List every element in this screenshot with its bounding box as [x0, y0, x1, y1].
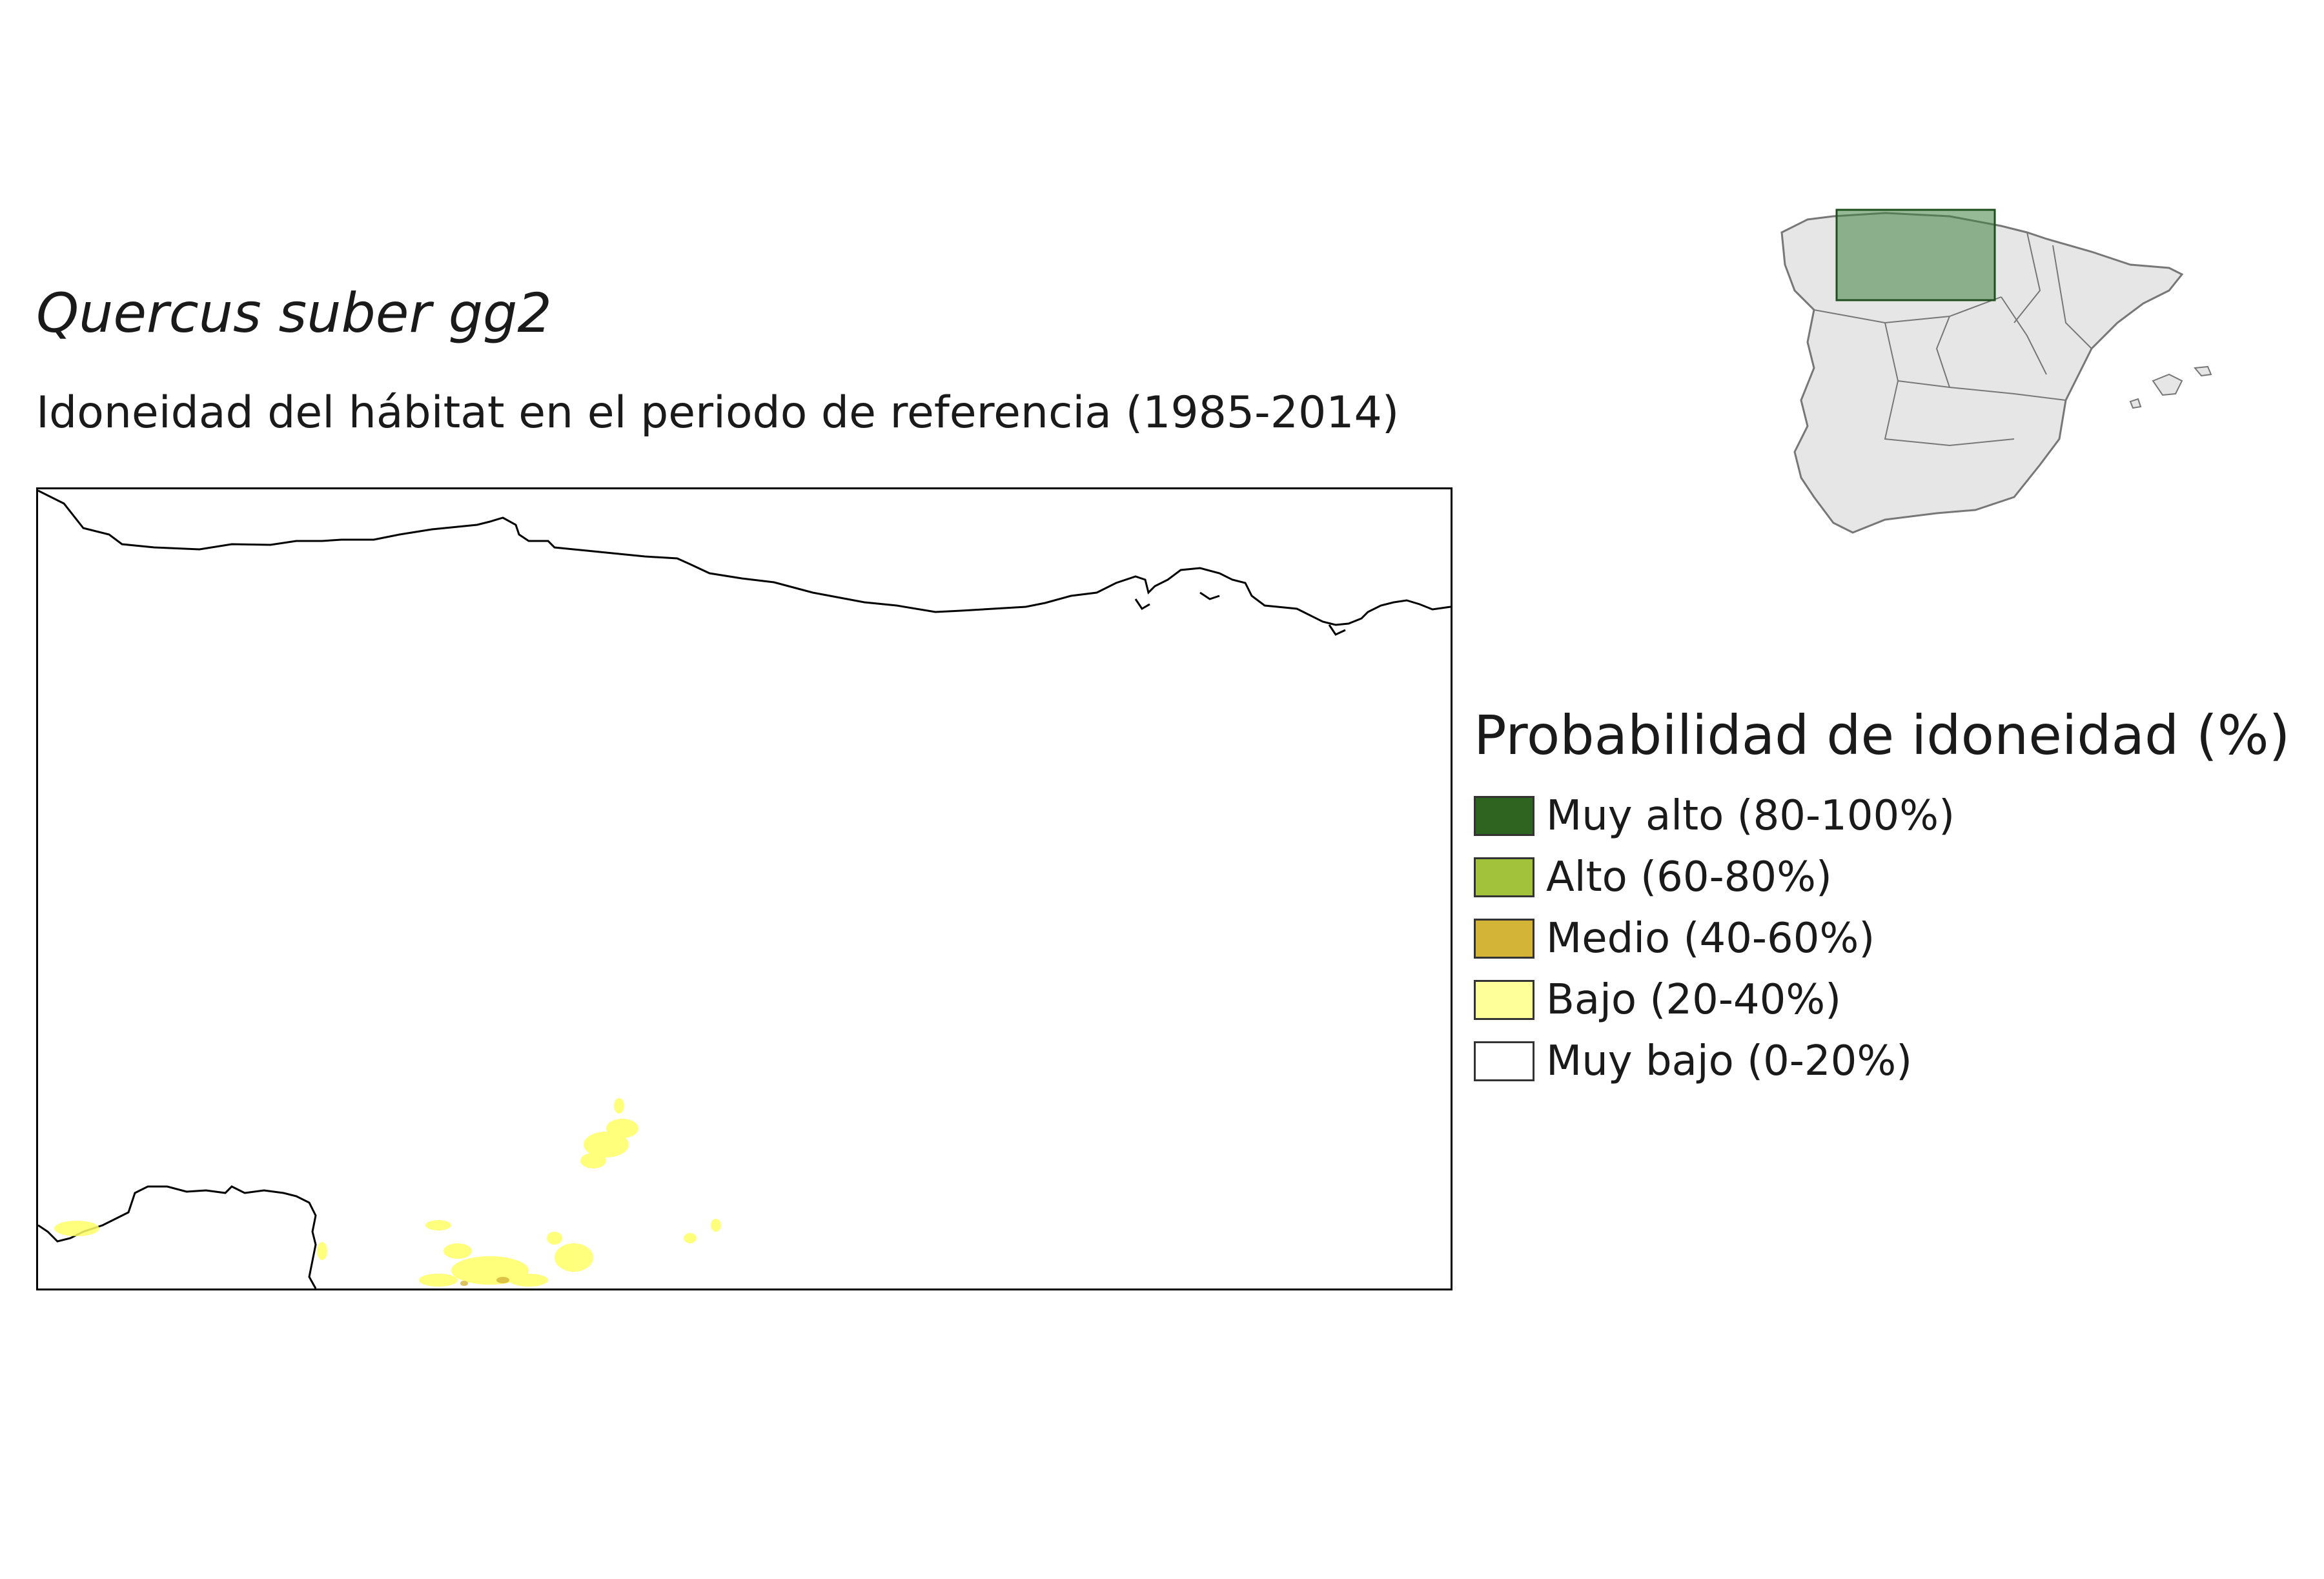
legend-item-muy-alto: Muy alto (80-100%) [1474, 785, 2290, 846]
suitability-medium-patches [460, 1277, 509, 1286]
map-title: Quercus suber gg2 [36, 281, 552, 345]
legend: Probabilidad de idoneidad (%) Muy alto (… [1474, 704, 2290, 1092]
legend-swatch [1474, 795, 1534, 836]
coastline [38, 489, 1451, 626]
main-map[interactable] [36, 487, 1452, 1290]
map-subtitle: Idoneidad del hábitat en el periodo de r… [36, 387, 1400, 438]
legend-label: Bajo (20-40%) [1546, 975, 1842, 1024]
legend-label: Muy alto (80-100%) [1546, 791, 1955, 840]
legend-swatch [1474, 857, 1534, 897]
region-boundary [38, 1185, 317, 1289]
locator-inset-map [1756, 194, 2247, 581]
legend-item-bajo: Bajo (20-40%) [1474, 969, 2290, 1030]
legend-swatch [1474, 979, 1534, 1020]
legend-item-medio: Medio (40-60%) [1474, 908, 2290, 969]
legend-swatch [1474, 918, 1534, 959]
legend-label: Muy bajo (0-20%) [1546, 1037, 1913, 1085]
internal-borders [1813, 232, 2092, 447]
main-map-canvas [38, 489, 1451, 1289]
legend-item-muy-bajo: Muy bajo (0-20%) [1474, 1030, 2290, 1092]
legend-item-alto: Alto (60-80%) [1474, 846, 2290, 908]
legend-label: Alto (60-80%) [1546, 853, 1832, 901]
balearic-islands [2129, 365, 2212, 409]
suitability-low-patches [54, 1098, 721, 1287]
legend-swatch [1474, 1041, 1534, 1081]
legend-label: Medio (40-60%) [1546, 914, 1875, 963]
spain-outline [1780, 209, 2212, 534]
legend-title: Probabilidad de idoneidad (%) [1474, 704, 2290, 767]
coastline-inlet [1134, 591, 1346, 636]
study-area-highlight [1835, 209, 1996, 301]
